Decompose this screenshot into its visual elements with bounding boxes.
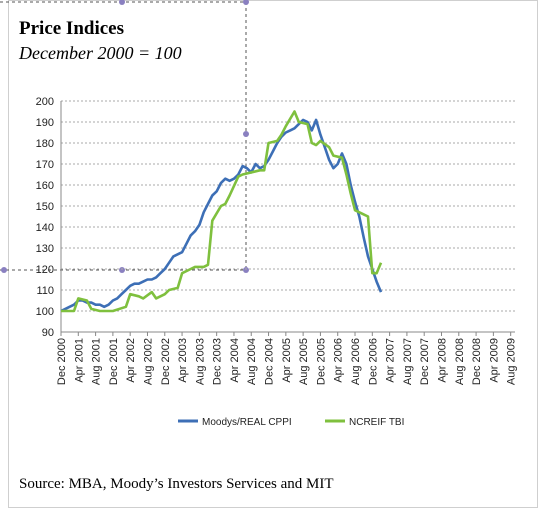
x-tick-label: Apr 2009 — [488, 338, 500, 383]
x-tick-label: Aug 2005 — [298, 338, 310, 385]
y-tick-label: 90 — [42, 327, 54, 339]
x-tick-label: Apr 2004 — [229, 338, 241, 383]
x-tick-label: Dec 2002 — [160, 338, 172, 385]
x-tick-label: Dec 2007 — [419, 338, 431, 385]
y-tick-label: 140 — [36, 222, 54, 234]
x-tick-label: Aug 2002 — [142, 338, 154, 385]
x-tick-label: Dec 2005 — [315, 338, 327, 385]
y-tick-label: 110 — [36, 285, 54, 297]
y-tick-label: 150 — [36, 201, 54, 213]
x-tick-label: Aug 2008 — [454, 338, 466, 385]
x-tick-label: Apr 2008 — [436, 338, 448, 383]
legend-label: NCREIF TBI — [349, 417, 404, 428]
x-tick-label: Dec 2004 — [264, 338, 276, 385]
legend-label: Moodys/REAL CPPI — [202, 417, 292, 428]
selection-guides — [0, 0, 249, 273]
y-tick-label: 180 — [36, 138, 54, 150]
x-tick-label: Dec 2000 — [56, 338, 68, 385]
x-tick-label: Apr 2003 — [177, 338, 189, 383]
x-tick-label: Apr 2007 — [385, 338, 397, 383]
y-tick-label: 160 — [36, 180, 54, 192]
chart-frame — [8, 0, 538, 508]
x-tick-label: Apr 2005 — [281, 338, 293, 383]
x-tick-label: Aug 2003 — [194, 338, 206, 385]
x-tick-label: Dec 2001 — [108, 338, 120, 385]
x-tick-label: Dec 2006 — [367, 338, 379, 385]
plot-area: 90 100 110 120 130 140 150 160 170 180 190 200 Dec 2… — [36, 96, 518, 385]
y-tick-label: 200 — [36, 96, 54, 108]
legend: Moodys/REAL CPPI NCREIF TBI — [178, 417, 404, 428]
x-tick-label: Aug 2004 — [246, 338, 258, 385]
source-note: Source: MBA, Moody’s Investors Services … — [19, 476, 334, 492]
x-tick-label: Aug 2007 — [402, 338, 414, 385]
y-tick-label: 100 — [36, 306, 54, 318]
x-tick-label: Apr 2001 — [73, 338, 85, 383]
y-tick-label: 190 — [36, 117, 54, 129]
x-tick-label: Aug 2006 — [350, 338, 362, 385]
chart-title: Price Indices — [19, 18, 125, 39]
x-tick-label: Aug 2009 — [506, 338, 518, 385]
x-tick-label: Apr 2006 — [333, 338, 345, 383]
x-tick-label: Dec 2008 — [471, 338, 483, 385]
chart-subtitle: December 2000 = 100 — [19, 43, 182, 63]
series-line — [60, 118, 383, 313]
series-line — [61, 110, 383, 313]
x-tick-label: Dec 2003 — [212, 338, 224, 385]
y-tick-label: 120 — [36, 264, 54, 276]
x-tick-label: Apr 2002 — [125, 338, 137, 383]
y-tick-label: 130 — [36, 243, 54, 255]
y-tick-label: 170 — [36, 159, 54, 171]
x-tick-label: Aug 2001 — [91, 338, 103, 385]
